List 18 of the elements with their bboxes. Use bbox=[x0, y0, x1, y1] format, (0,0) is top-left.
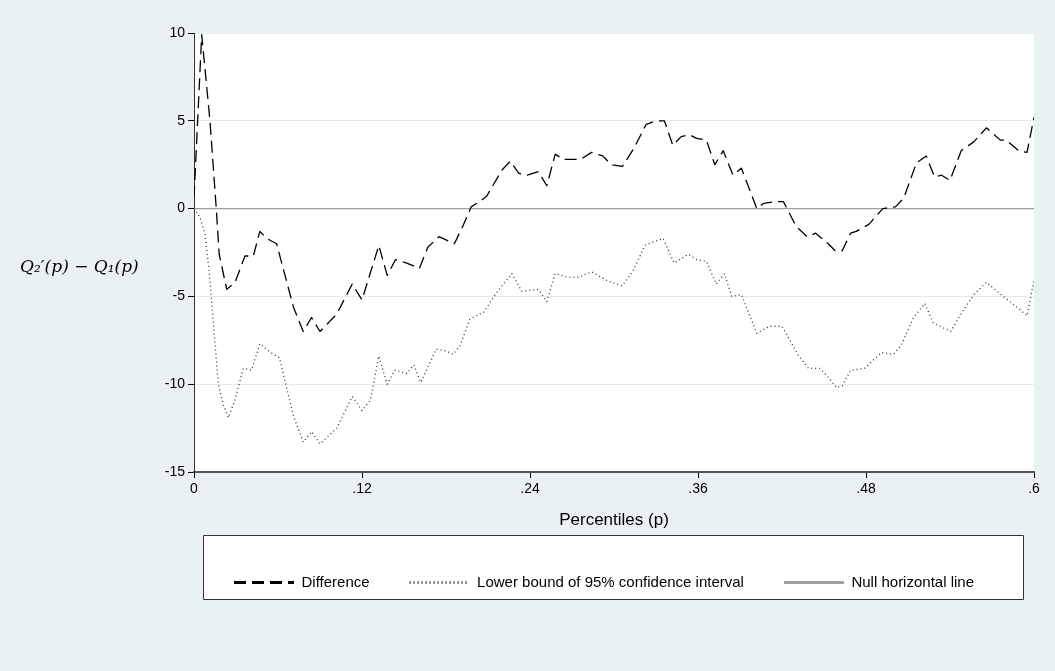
y-tick-label: 5 bbox=[177, 111, 186, 128]
legend-label: Lower bound of 95% confidence interval bbox=[477, 572, 744, 590]
x-tick-label: .12 bbox=[352, 480, 372, 497]
y-axis-title: Q₂′(p) − Q₁(p) bbox=[20, 256, 139, 276]
y-tick-label: -15 bbox=[164, 462, 186, 479]
x-tick-label: .36 bbox=[688, 480, 708, 497]
y-tick-label: 10 bbox=[169, 23, 186, 40]
legend-label: Null horizontal line bbox=[851, 572, 975, 590]
x-axis-title: Percentiles (p) bbox=[559, 510, 669, 530]
x-tick-label: .6 bbox=[1028, 480, 1041, 497]
y-tick-label: -5 bbox=[172, 287, 186, 304]
y-tick-label: -10 bbox=[164, 375, 186, 392]
x-tick-label: .24 bbox=[520, 480, 540, 497]
y-tick-label: 0 bbox=[177, 199, 186, 216]
x-tick-label: 0 bbox=[190, 480, 199, 497]
legend-label: Difference bbox=[301, 572, 370, 590]
line-series bbox=[194, 34, 1034, 333]
x-tick-label: .48 bbox=[856, 480, 876, 497]
